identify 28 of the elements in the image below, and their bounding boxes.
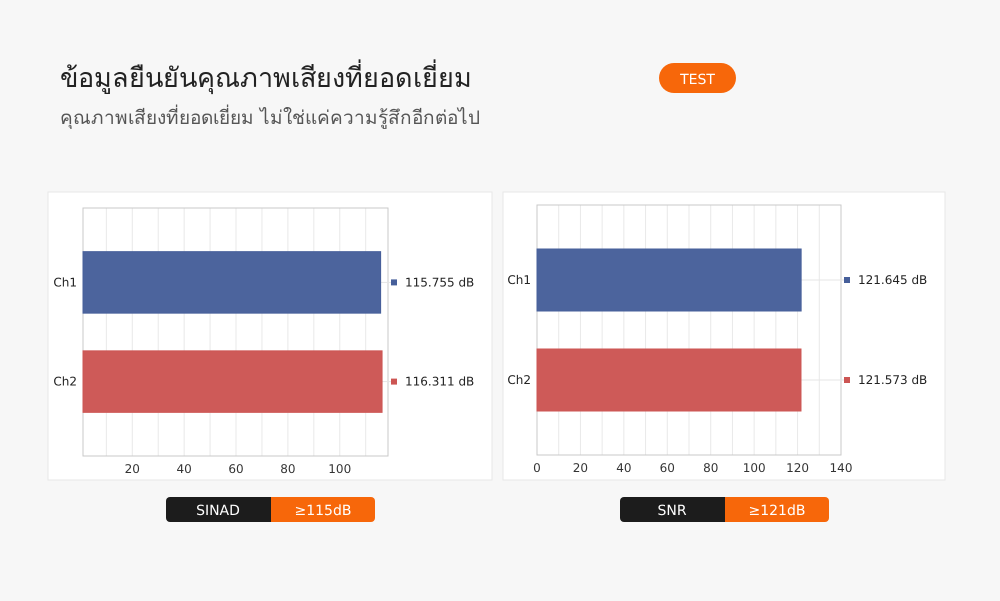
data-label: 121.645 dB (858, 273, 928, 287)
y-tick-label: Ch2 (507, 373, 531, 387)
x-tick-label: 60 (660, 461, 675, 475)
text: SINAD (196, 503, 240, 519)
text: ≥121dB (748, 503, 806, 519)
y-tick-label: Ch1 (507, 273, 531, 287)
x-tick-label: 100 (742, 461, 766, 475)
data-label: 121.573 dB (858, 373, 928, 387)
x-tick-label: 0 (533, 461, 541, 475)
y-tick-label: Ch2 (53, 374, 77, 389)
data-label: 116.311 dB (405, 374, 474, 389)
text: TEST (679, 72, 716, 88)
text: ≥115dB (294, 503, 352, 519)
x-tick-label: 80 (703, 461, 718, 475)
x-tick-label: 120 (786, 461, 810, 475)
chart-title: ข้อมูลยืนยันคุณภาพเสียงที่ยอดเยี่ยม (60, 59, 472, 95)
y-tick-label: Ch1 (53, 275, 77, 290)
text: SNR (657, 503, 687, 519)
x-tick-label: 60 (228, 462, 244, 476)
x-tick-label: 100 (328, 462, 352, 476)
x-tick-label: 20 (124, 462, 140, 476)
x-tick-label: 80 (280, 462, 296, 476)
x-tick-label: 40 (616, 461, 632, 475)
data-label: 115.755 dB (405, 275, 474, 290)
x-tick-label: 20 (572, 461, 588, 475)
chart-subtitle: คุณภาพเสียงที่ยอดเยี่ยม ไม่ใช่แค่ความรู้สึกอีกต่อไป (60, 104, 480, 130)
x-tick-label: 140 (830, 461, 852, 475)
x-tick-label: 40 (176, 462, 192, 476)
